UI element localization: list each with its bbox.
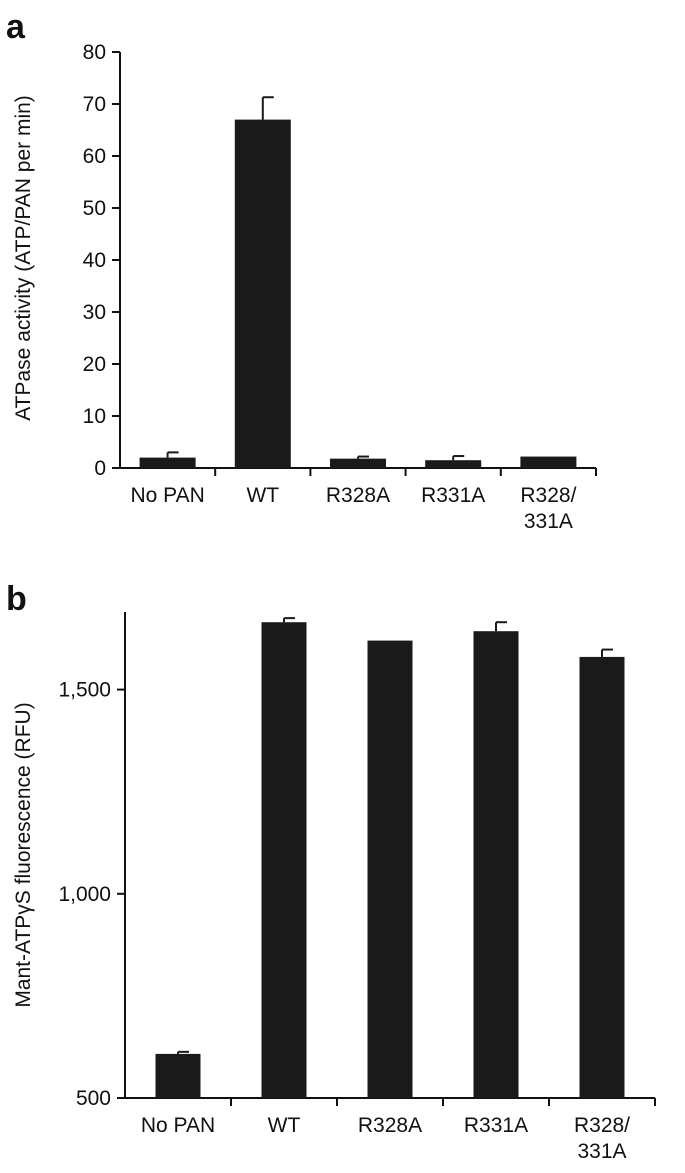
panel-b-bar — [367, 640, 413, 1098]
panel-b-y-tick-label: 500 — [76, 1087, 111, 1110]
panel-b-category-label-line: R328A — [358, 1114, 422, 1137]
panel-b-category-label-line: R328/ — [574, 1114, 630, 1137]
panel-a-bar — [425, 460, 482, 468]
panel-a-category-label-line: R328/ — [520, 484, 576, 507]
panel-a-category-label: No PAN — [130, 484, 204, 507]
panel-a-bar — [520, 456, 577, 468]
panel-a-category-label: R331A — [421, 484, 485, 507]
panel-a-y-tick-label: 40 — [83, 249, 106, 272]
panel-b-bar — [579, 656, 625, 1098]
panel-b-y-tick-label: 1,500 — [58, 679, 111, 702]
panel-a-bar — [330, 458, 386, 468]
panel-b-category-label-line: R331A — [464, 1114, 528, 1137]
panel-b-category-label: R328/331A — [574, 1114, 630, 1163]
panel-a-category-label-line: WT — [246, 484, 279, 507]
panel-b-bar — [261, 622, 307, 1098]
panel-a-y-axis-title: ATPase activity (ATP/PAN per min) — [12, 95, 35, 421]
panel-b-bar — [155, 1053, 201, 1098]
panel-a-category-label: R328A — [326, 484, 390, 507]
panel-a-category-label: R328/331A — [520, 484, 576, 533]
panel-b-category-label: R331A — [464, 1114, 528, 1137]
panel-a-y-tick-label: 20 — [83, 353, 106, 376]
panel-b-category-label: No PAN — [141, 1114, 215, 1137]
panel-a-y-tick-label: 80 — [83, 41, 106, 64]
panel-a-y-tick-label: 10 — [83, 405, 106, 428]
panel-b-y-title-part-1: Mant-ATP — [12, 915, 35, 1008]
panel-a-y-tick-label: 70 — [83, 93, 106, 116]
panel-b-category-label-line: No PAN — [141, 1114, 215, 1137]
panel-a-category-label-line: R331A — [421, 484, 485, 507]
panel-a-category-label: WT — [246, 484, 279, 507]
panel-a-category-label-line: No PAN — [130, 484, 204, 507]
panel-a-chart: a ATPase activity (ATP/PAN per min) 0 10 2… — [6, 8, 597, 533]
panel-a-y-tick-label: 50 — [83, 197, 106, 220]
panel-b-y-title-part-2: S fluorescence (RFU) — [12, 702, 35, 904]
panel-a-y-tick-label: 30 — [83, 301, 106, 324]
panel-a-y-tick-label: 0 — [94, 457, 106, 480]
panel-a-category-label-line: 331A — [524, 510, 573, 533]
panel-a-bar — [139, 457, 196, 468]
panel-b-chart: b Mant-ATPγS fluorescence (RFU) 500 1,000… — [6, 580, 656, 1163]
panel-b-y-title-gamma: γ — [12, 904, 35, 915]
panel-b-y-axis-title: Mant-ATPγS fluorescence (RFU) — [12, 702, 35, 1007]
panel-b-y-tick-label: 1,000 — [58, 883, 111, 906]
panel-b-letter: b — [6, 580, 27, 618]
panel-a-category-label-line: R328A — [326, 484, 390, 507]
panel-a-bar — [234, 119, 291, 468]
panel-b-bar — [473, 631, 519, 1098]
panel-b-category-label-line: WT — [268, 1114, 301, 1137]
panel-a-y-tick-label: 60 — [83, 145, 106, 168]
panel-b-category-label: R328A — [358, 1114, 422, 1137]
panel-b-category-label: WT — [268, 1114, 301, 1137]
panel-b-category-label-line: 331A — [577, 1140, 626, 1163]
panel-a-letter: a — [6, 8, 26, 46]
